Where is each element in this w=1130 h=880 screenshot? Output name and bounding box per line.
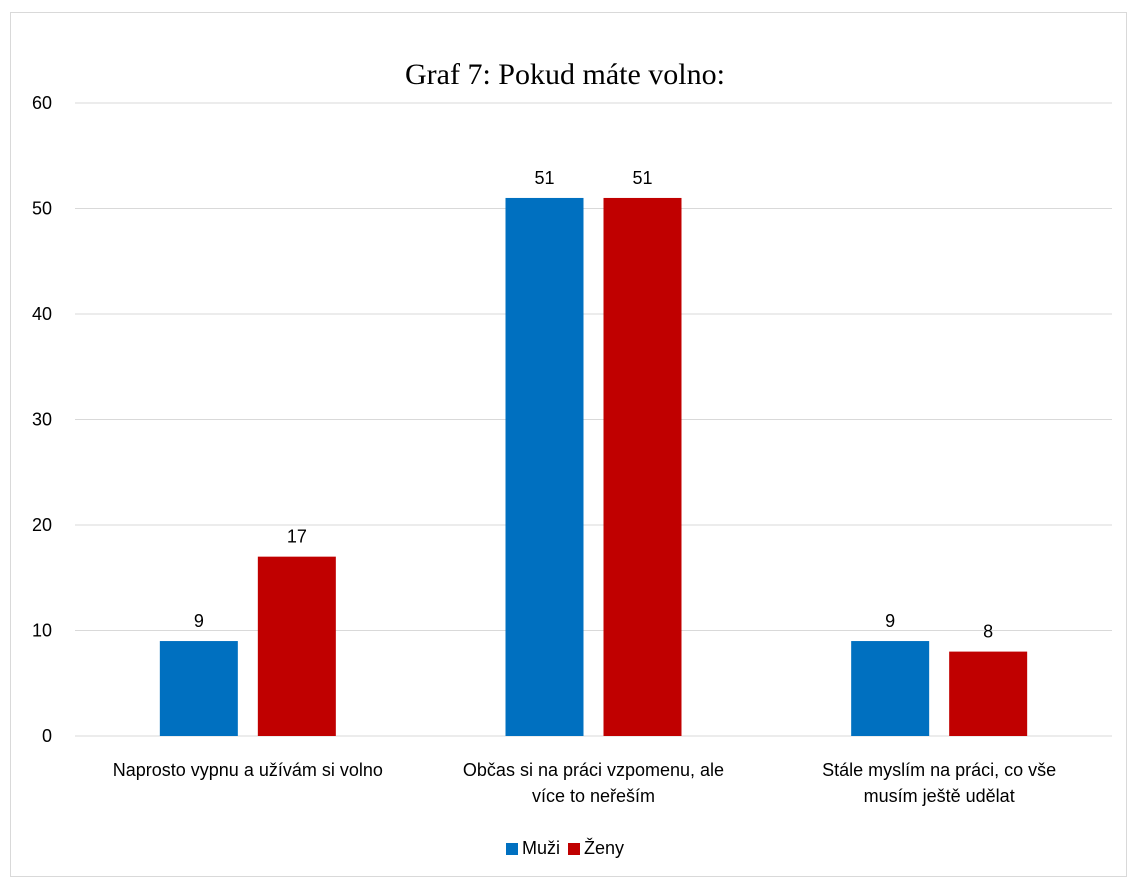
y-tick-label: 10 — [32, 621, 52, 641]
data-label: 51 — [632, 168, 652, 188]
data-label: 9 — [885, 611, 895, 631]
bar — [949, 651, 1028, 736]
legend-label: Ženy — [583, 838, 625, 858]
x-axis-categories: Naprosto vypnu a užívám si volno Občas si… — [113, 760, 1056, 806]
gridlines — [75, 102, 1112, 737]
bar — [159, 641, 238, 736]
bar — [257, 556, 336, 736]
data-labels: 9 17 51 51 9 8 — [194, 168, 993, 642]
chart-title: Graf 7: Pokud máte volno: — [405, 58, 725, 91]
bars — [159, 197, 1028, 736]
x-category-label: Naprosto vypnu a užívám si volno — [113, 760, 383, 780]
bar — [603, 197, 682, 736]
y-tick-label: 0 — [42, 726, 52, 746]
data-label: 9 — [194, 611, 204, 631]
y-tick-label: 30 — [32, 410, 52, 430]
y-tick-label: 40 — [32, 304, 52, 324]
data-label: 8 — [983, 622, 993, 642]
bar — [505, 197, 584, 736]
legend-item: Muži — [505, 838, 560, 859]
y-tick-label: 50 — [32, 199, 52, 219]
y-tick-label: 60 — [32, 93, 52, 113]
bar — [851, 641, 930, 736]
y-axis-ticks: 0 10 20 30 40 50 60 — [32, 93, 52, 746]
legend-item: Ženy — [567, 838, 625, 859]
legend-label: Muži — [521, 838, 560, 858]
x-category-label: Stále myslím na práci, co vše musím ještě… — [822, 760, 1056, 806]
legend-swatch — [505, 842, 518, 855]
legend: Muži Ženy — [0, 838, 1130, 860]
y-tick-label: 20 — [32, 515, 52, 535]
legend-swatch — [567, 842, 580, 855]
data-label: 51 — [534, 168, 554, 188]
data-label: 17 — [287, 527, 307, 547]
x-category-label: Občas si na práci vzpomenu, ale více to n… — [463, 760, 724, 806]
